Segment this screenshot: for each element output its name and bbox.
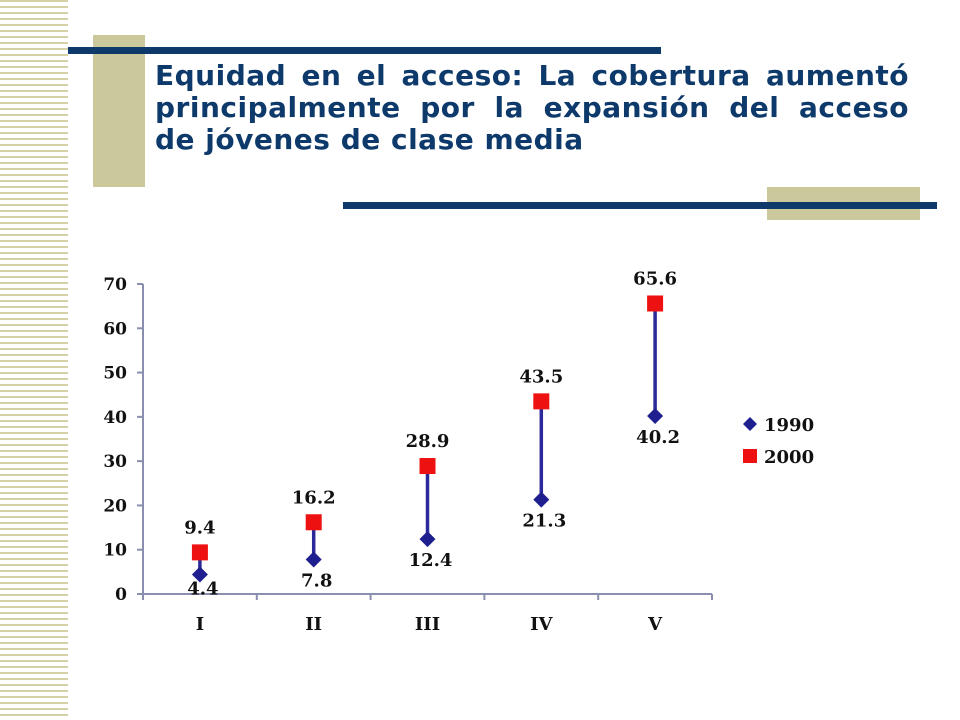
navy-rule-top [68, 47, 661, 54]
legend-marker-1990 [743, 417, 757, 431]
y-tick-label: 70 [103, 275, 127, 295]
point-1990 [419, 531, 436, 548]
data-label-2000: 43.5 [519, 366, 563, 387]
point-2000 [419, 458, 436, 475]
y-tick-label: 20 [103, 496, 127, 516]
data-label-2000: 65.6 [633, 268, 677, 289]
legend-marker-2000 [743, 449, 757, 463]
data-label-2000: 28.9 [406, 431, 450, 452]
x-tick-label: I [196, 614, 204, 635]
tan-block-top [93, 35, 145, 187]
x-tick-label: II [305, 614, 322, 635]
data-label-1990: 4.4 [187, 579, 218, 600]
y-tick-label: 50 [103, 364, 127, 384]
legend-label-2000: 2000 [764, 447, 814, 468]
point-1990 [533, 491, 550, 508]
decorative-stripes [0, 0, 68, 720]
x-tick-label: V [647, 614, 663, 635]
y-tick-label: 40 [103, 408, 127, 428]
point-1990 [191, 566, 208, 583]
point-2000 [191, 544, 208, 561]
y-tick-label: 0 [115, 585, 127, 605]
slide-title: Equidad en el acceso: La cobertura aumen… [155, 59, 909, 156]
point-2000 [305, 514, 322, 531]
x-tick-label: IV [530, 614, 553, 635]
data-label-2000: 9.4 [184, 517, 215, 538]
y-tick-label: 10 [103, 541, 127, 561]
point-1990 [647, 407, 664, 424]
point-1990 [305, 551, 322, 568]
data-label-1990: 7.8 [301, 570, 332, 591]
data-label-1990: 12.4 [409, 550, 453, 571]
point-2000 [647, 295, 664, 312]
data-label-1990: 40.2 [636, 427, 680, 448]
point-2000 [533, 393, 550, 410]
x-tick-label: III [415, 614, 440, 635]
data-label-2000: 16.2 [292, 487, 336, 508]
legend-label-1990: 1990 [764, 415, 814, 436]
y-tick-label: 60 [103, 319, 127, 339]
navy-rule-bottom [343, 202, 937, 209]
y-tick-label: 30 [103, 452, 127, 472]
data-label-1990: 21.3 [522, 511, 566, 532]
